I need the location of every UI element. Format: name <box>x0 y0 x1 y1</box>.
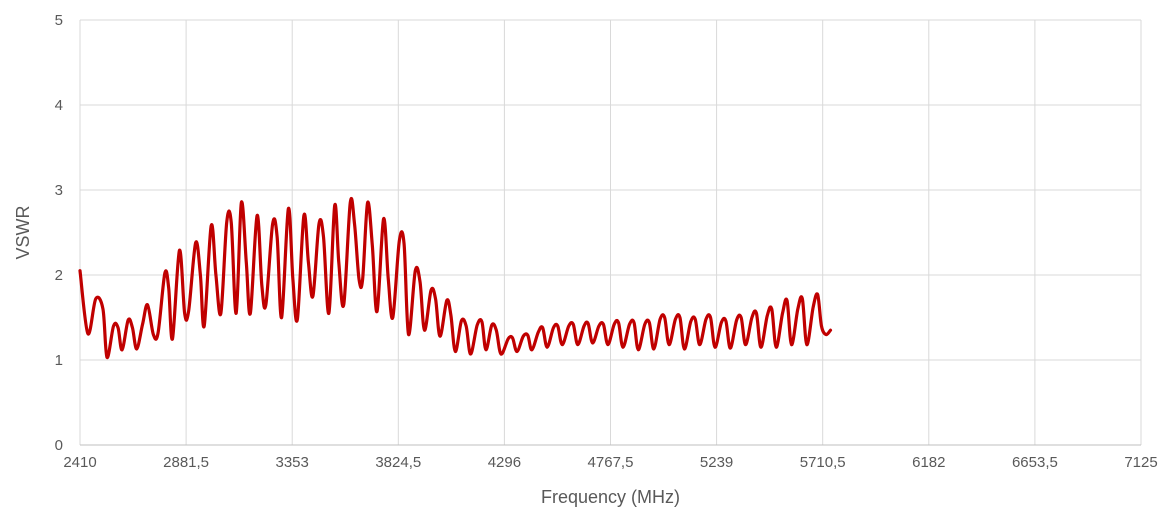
x-tick-label: 3353 <box>276 454 309 471</box>
y-axis-title: VSWR <box>13 205 33 259</box>
x-tick-label: 2881,5 <box>163 454 209 471</box>
series-line <box>78 196 833 360</box>
x-tick-label: 2410 <box>63 454 96 471</box>
x-tick-label: 5710,5 <box>800 454 846 471</box>
x-axis-tick-labels: 2410 2881,5 3353 3824,5 4296 4767,5 5239 5710,5… <box>63 454 1157 471</box>
y-tick-label: 1 <box>55 352 63 369</box>
y-tick-label: 5 <box>55 12 63 29</box>
y-axis-tick-labels: 0 1 2 3 4 5 <box>55 12 63 454</box>
x-axis-title: Frequency (MHz) <box>541 487 680 507</box>
series-layer <box>78 196 833 360</box>
y-tick-label: 2 <box>55 267 63 284</box>
x-tick-label: 7125 <box>1124 454 1157 471</box>
x-tick-label: 6182 <box>912 454 945 471</box>
x-tick-label: 5239 <box>700 454 733 471</box>
y-tick-label: 4 <box>55 97 63 114</box>
x-tick-label: 6653,5 <box>1012 454 1058 471</box>
x-tick-label: 4767,5 <box>588 454 634 471</box>
y-tick-label: 0 <box>55 437 63 454</box>
y-tick-label: 3 <box>55 182 63 199</box>
x-tick-label: 4296 <box>488 454 521 471</box>
x-tick-label: 3824,5 <box>375 454 421 471</box>
